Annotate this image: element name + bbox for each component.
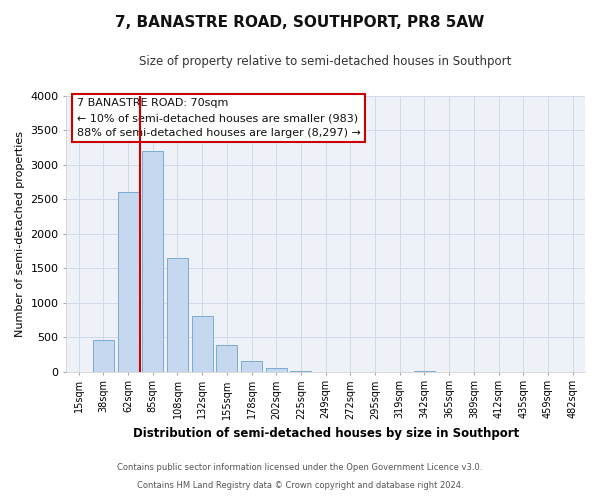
Text: Contains HM Land Registry data © Crown copyright and database right 2024.: Contains HM Land Registry data © Crown c… — [137, 481, 463, 490]
Bar — [191, 316, 212, 372]
Bar — [142, 151, 163, 372]
X-axis label: Distribution of semi-detached houses by size in Southport: Distribution of semi-detached houses by … — [133, 427, 519, 440]
Bar — [118, 192, 139, 372]
Text: 7 BANASTRE ROAD: 70sqm
← 10% of semi-detached houses are smaller (983)
88% of se: 7 BANASTRE ROAD: 70sqm ← 10% of semi-det… — [77, 98, 361, 138]
Bar — [266, 368, 287, 372]
Bar — [217, 344, 238, 372]
Y-axis label: Number of semi-detached properties: Number of semi-detached properties — [15, 130, 25, 336]
Bar — [93, 340, 114, 372]
Title: Size of property relative to semi-detached houses in Southport: Size of property relative to semi-detach… — [139, 55, 512, 68]
Text: Contains public sector information licensed under the Open Government Licence v3: Contains public sector information licen… — [118, 464, 482, 472]
Bar — [167, 258, 188, 372]
Bar — [241, 361, 262, 372]
Bar — [290, 371, 311, 372]
Text: 7, BANASTRE ROAD, SOUTHPORT, PR8 5AW: 7, BANASTRE ROAD, SOUTHPORT, PR8 5AW — [115, 15, 485, 30]
